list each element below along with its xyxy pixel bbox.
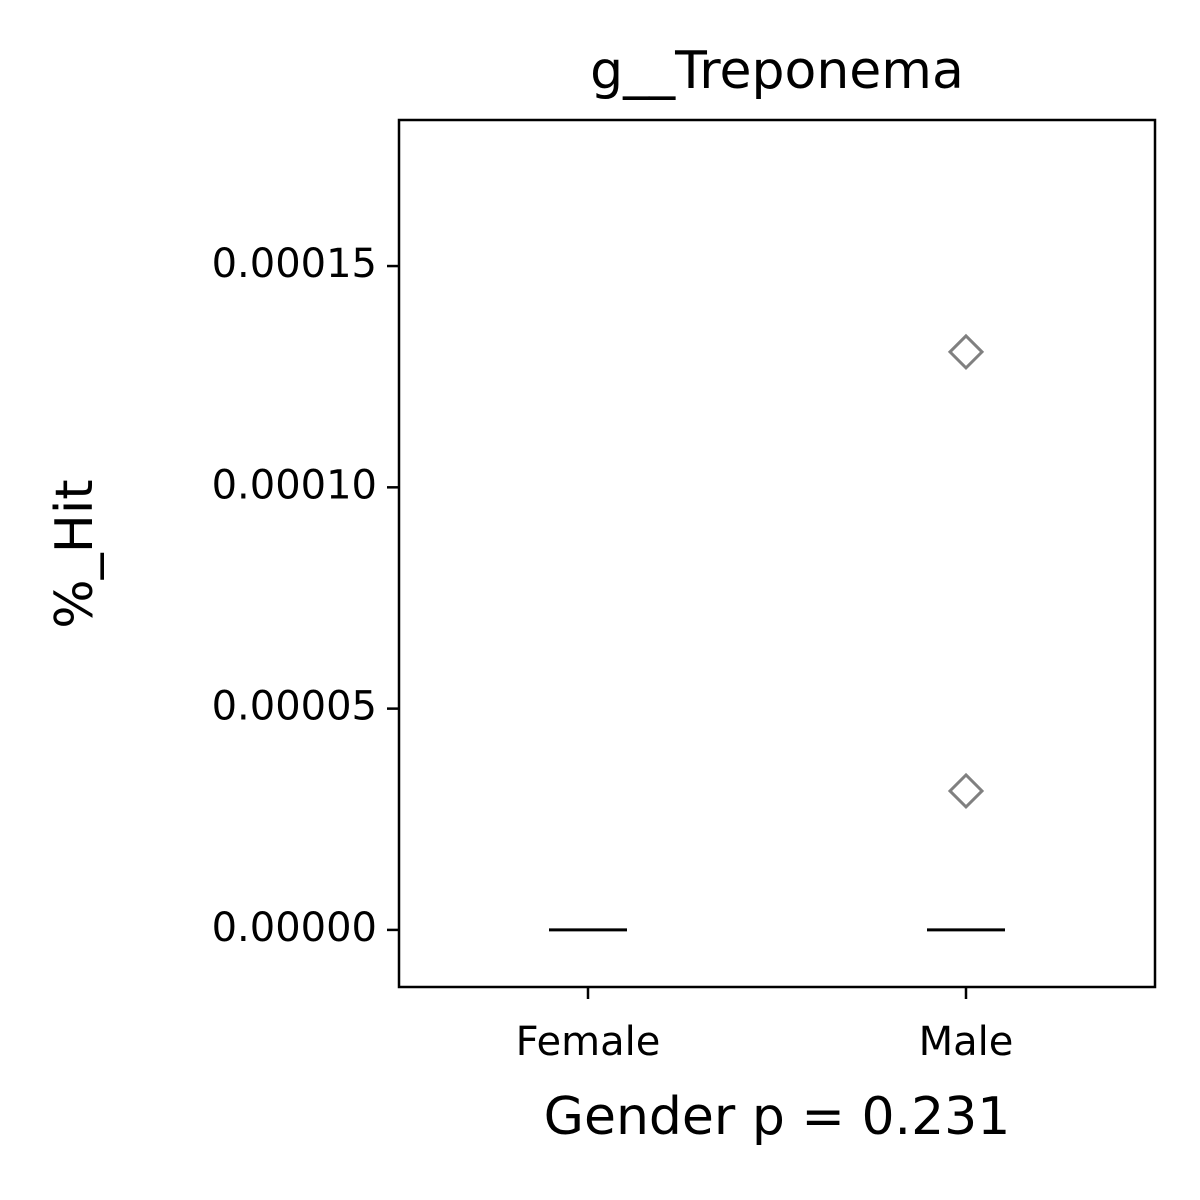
- y-tick-label: 0.00015: [212, 241, 377, 287]
- outlier: [947, 772, 985, 810]
- outlier: [947, 333, 985, 371]
- y-tick-label: 0.00005: [212, 684, 377, 730]
- chart-title: g__Treponema: [590, 41, 964, 101]
- y-tick-label: 0.00000: [212, 905, 377, 951]
- x-axis-label: Gender p = 0.231: [544, 1087, 1011, 1147]
- x-tick-label: Female: [516, 1019, 661, 1065]
- y-tick-label: 0.00010: [212, 462, 377, 508]
- plot-frame: [397, 118, 1157, 989]
- y-axis-label: %_Hit: [45, 479, 105, 628]
- x-tick-label: Male: [919, 1019, 1014, 1065]
